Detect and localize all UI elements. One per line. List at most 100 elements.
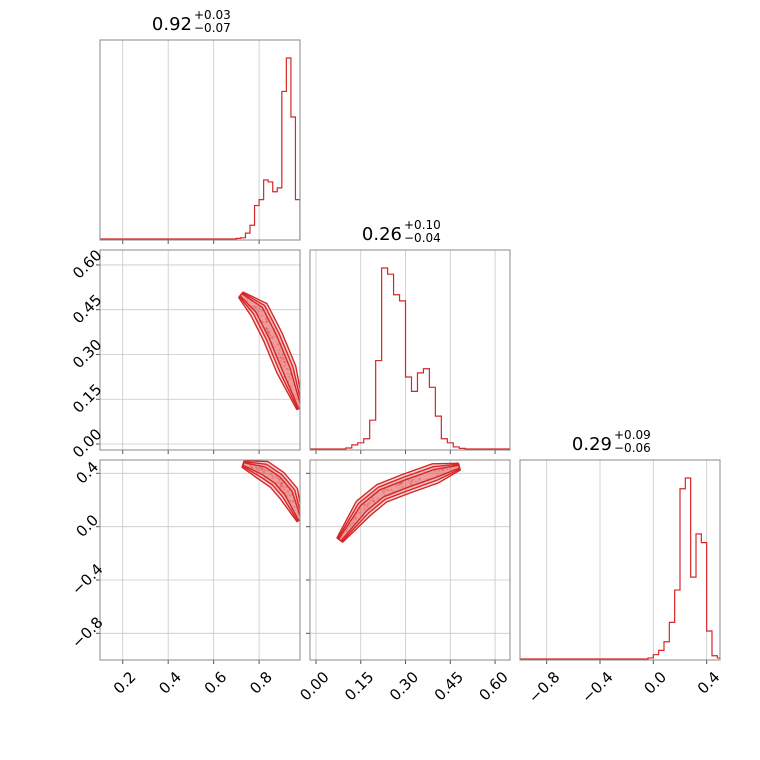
title-2: 0.29 +0.09−0.06 [572,428,651,455]
sample-point [395,484,398,487]
panel-frame [519,459,721,661]
panel-2-0 [96,459,301,664]
sample-point [263,468,266,471]
sample-point [345,530,348,533]
sample-point [251,305,254,308]
panel-frame [99,39,301,241]
sample-point [372,499,375,503]
panel-frame [309,249,511,451]
panel-content [310,267,510,450]
sample-point [286,372,289,375]
sample-point [381,490,384,493]
contour-level-0 [241,460,300,523]
sample-point [271,336,274,339]
y-tick-label: 0.4 [72,458,102,488]
sample-point [400,481,403,485]
sample-point [409,482,412,485]
sample-point [285,367,288,370]
sample-point [280,356,283,360]
sample-point [260,467,264,470]
panel-content [336,461,462,544]
sample-point [281,482,284,485]
sample-point [278,478,281,481]
sample-point [350,523,353,526]
sample-point [283,486,286,489]
panel-content [241,460,300,523]
contour-level-0 [237,291,300,411]
title-value: 0.29 [572,434,612,455]
title-plus: +0.03 [194,8,231,22]
sample-point [251,467,254,470]
title-minus: −0.04 [404,231,441,245]
sample-point [261,467,264,470]
sample-point [276,343,280,346]
sample-point [372,499,375,503]
contour-level-2 [239,292,300,410]
sample-point [280,359,283,362]
histogram-1 [310,267,510,450]
sample-point [265,318,268,321]
sample-point [278,481,281,484]
sample-point [281,485,285,488]
sample-point [438,469,441,473]
sample-point [365,504,369,508]
sample-point [390,488,393,492]
sample-point [289,377,292,380]
x-tick-label: 0.0 [640,668,670,698]
sample-point [276,477,279,480]
panel-frame [99,459,301,661]
sample-point [291,500,294,503]
sample-point [376,497,379,500]
sample-point [355,516,358,519]
sample-point [280,482,283,485]
panel-content [100,57,300,240]
sample-point [282,488,285,491]
sample-point [263,471,266,474]
sample-point [302,403,304,405]
sample-point [280,483,283,486]
sample-point [368,502,371,505]
contour-level-1 [238,291,300,410]
title-plus: +0.10 [404,218,441,232]
sample-point [284,363,287,366]
sample-point [442,468,445,471]
panel-1-1 [309,249,511,454]
title-minus: −0.06 [614,441,651,455]
panel-2-2 [519,459,721,664]
x-tick-label: 0.00 [296,668,332,704]
sample-point [255,467,258,470]
contour-fill [242,461,300,521]
contour-fill [239,292,300,409]
sample-point [249,465,252,468]
title-0: 0.92 +0.03−0.07 [152,8,231,35]
sample-point [363,508,366,511]
sample-point [293,505,296,508]
sample-point [251,466,254,469]
sample-point [267,330,270,333]
sample-point [282,365,286,368]
sample-point [262,470,265,473]
sample-point [283,361,287,364]
sample-point [441,469,445,472]
sample-point [264,326,267,330]
histogram-2 [520,477,720,660]
x-tick-label: 0.2 [110,668,140,698]
sample-point [407,479,410,482]
title-1: 0.26 +0.10−0.04 [362,218,441,245]
sample-point [277,352,280,355]
sample-point [261,309,264,312]
sample-point [287,491,290,494]
sample-point [358,511,361,515]
sample-point [271,475,274,478]
sample-point [286,368,289,371]
sample-point [258,466,262,470]
panel-frame [99,249,301,451]
sample-point [266,327,269,330]
sample-point [283,360,286,363]
x-tick-label: −0.8 [525,668,563,706]
sample-point [273,335,276,338]
sample-point [266,327,269,330]
sample-point [255,467,258,470]
sample-point [260,314,263,317]
sample-point [268,330,271,333]
